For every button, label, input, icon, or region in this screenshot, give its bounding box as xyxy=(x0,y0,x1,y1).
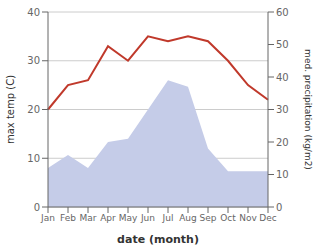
svg-text:Oct: Oct xyxy=(220,213,236,223)
svg-text:40: 40 xyxy=(276,72,289,83)
svg-text:date (month): date (month) xyxy=(117,233,199,246)
svg-text:40: 40 xyxy=(27,7,40,18)
svg-text:max temp (C): max temp (C) xyxy=(8,75,16,144)
svg-text:Jan: Jan xyxy=(40,213,55,223)
svg-text:10: 10 xyxy=(276,169,289,180)
svg-text:Mar: Mar xyxy=(80,213,97,223)
svg-text:Sep: Sep xyxy=(200,213,217,223)
svg-text:30: 30 xyxy=(276,104,289,115)
svg-text:0: 0 xyxy=(34,202,40,213)
svg-text:60: 60 xyxy=(276,7,289,18)
svg-text:20: 20 xyxy=(27,104,40,115)
svg-text:50: 50 xyxy=(276,39,289,50)
svg-text:Jun: Jun xyxy=(140,213,155,223)
svg-text:med. precipitation (kg/m2): med. precipitation (kg/m2) xyxy=(303,49,310,170)
svg-text:Feb: Feb xyxy=(60,213,76,223)
svg-text:30: 30 xyxy=(27,55,40,66)
svg-text:Aug: Aug xyxy=(179,213,197,223)
svg-text:Jul: Jul xyxy=(162,213,174,223)
svg-text:20: 20 xyxy=(276,137,289,148)
svg-text:Apr: Apr xyxy=(100,213,116,223)
svg-text:0: 0 xyxy=(276,202,282,213)
svg-text:May: May xyxy=(119,213,138,223)
svg-text:Nov: Nov xyxy=(239,213,257,223)
svg-text:10: 10 xyxy=(27,153,40,164)
svg-text:Dec: Dec xyxy=(259,213,276,223)
